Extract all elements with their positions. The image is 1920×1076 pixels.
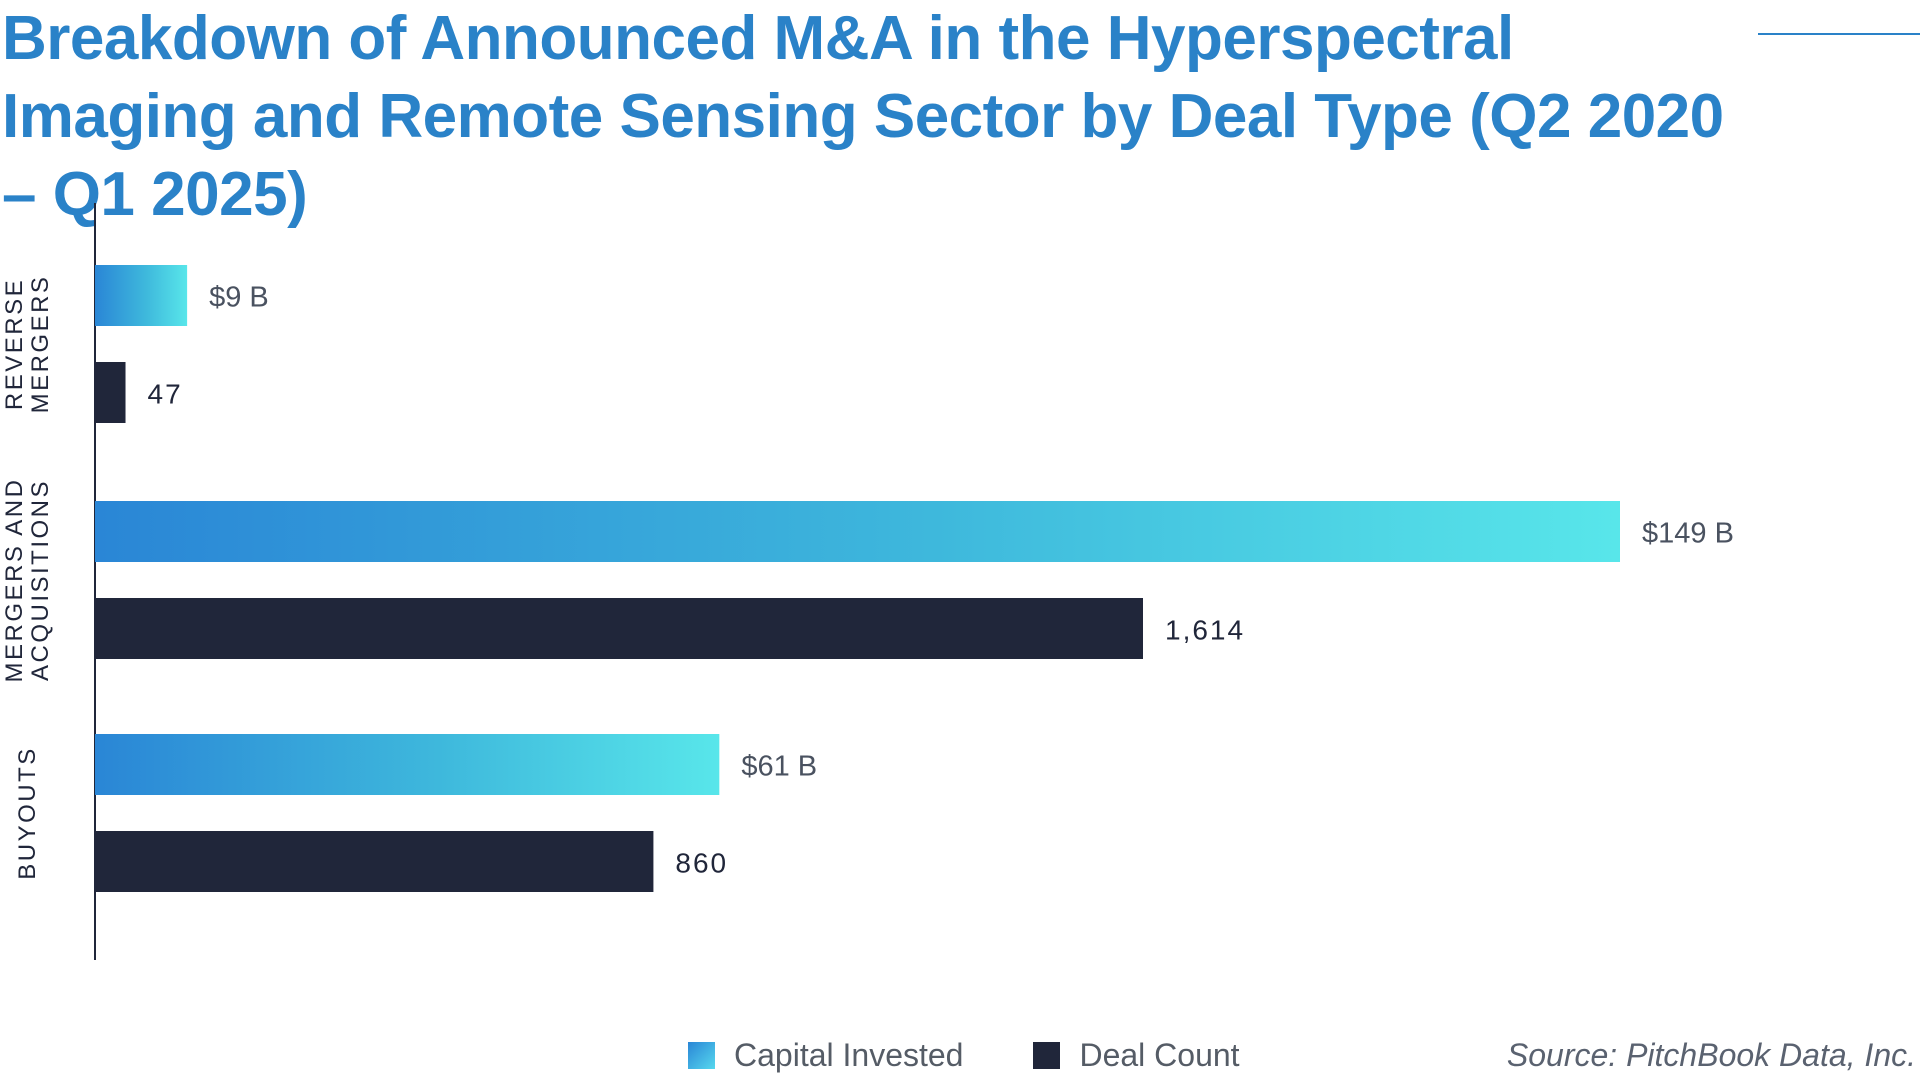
category-label-line: MERGERS xyxy=(27,275,54,414)
chart-title: Breakdown of Announced M&A in the Hypers… xyxy=(2,4,1724,229)
category-label-line: MERGERS AND xyxy=(1,478,28,683)
legend-label-capital: Capital Invested xyxy=(734,1037,964,1073)
title-rule xyxy=(1758,33,1920,35)
legend-label-deals: Deal Count xyxy=(1079,1037,1240,1073)
category-label-line: BUYOUTS xyxy=(14,746,41,880)
data-label-deals-1: 1,614 xyxy=(1165,615,1245,646)
data-label-deals-2: 860 xyxy=(675,848,728,879)
category-label-1: MERGERS ANDACQUISITIONS xyxy=(1,478,54,683)
data-label-capital-2: $61 B xyxy=(741,751,817,783)
data-label-capital-0: $9 B xyxy=(209,282,269,314)
legend-swatch-capital xyxy=(688,1042,715,1069)
legend-item-deals: Deal Count xyxy=(1033,1037,1240,1074)
legend: Capital Invested Deal Count xyxy=(688,1037,1310,1074)
bar-deals-0 xyxy=(95,362,126,423)
bar-capital-0 xyxy=(95,265,188,326)
source-note: Source: PitchBook Data, Inc. xyxy=(1506,1037,1916,1073)
bar-capital-1 xyxy=(95,501,1620,562)
legend-swatch-deals xyxy=(1033,1042,1061,1069)
data-label-deals-0: 47 xyxy=(148,379,183,410)
data-label-capital-1: $149 B xyxy=(1642,518,1734,550)
bar-deals-2 xyxy=(95,831,654,892)
bar-capital-2 xyxy=(95,734,720,795)
bar-deals-1 xyxy=(95,598,1143,659)
category-label-line: REVERSE xyxy=(1,278,28,410)
category-label-0: REVERSEMERGERS xyxy=(1,275,54,414)
legend-item-capital: Capital Invested xyxy=(688,1037,963,1074)
category-label-2: BUYOUTS xyxy=(14,746,41,880)
category-label-line: ACQUISITIONS xyxy=(27,479,54,681)
